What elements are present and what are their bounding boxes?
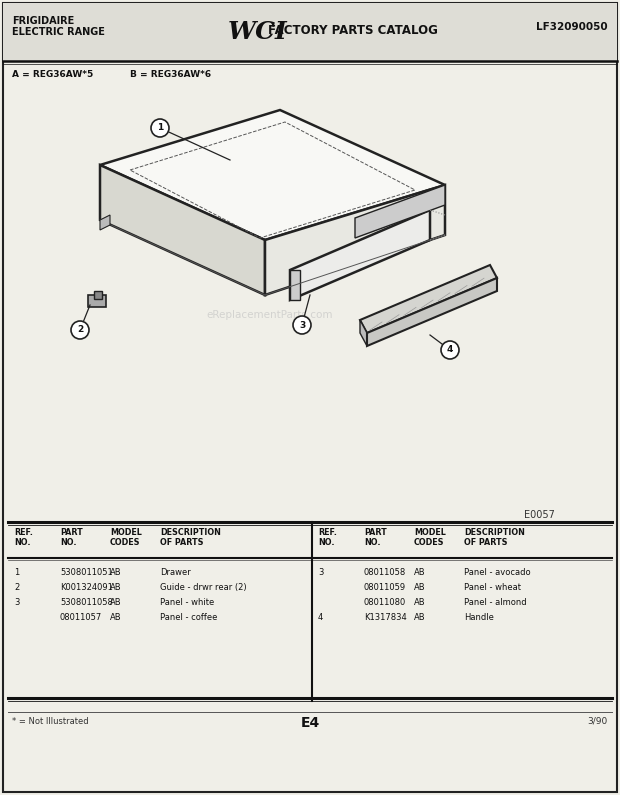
Circle shape <box>441 341 459 359</box>
Text: 3: 3 <box>318 568 324 577</box>
Text: AB: AB <box>110 613 122 622</box>
Text: AB: AB <box>414 598 425 607</box>
Circle shape <box>71 321 89 339</box>
Text: Drawer: Drawer <box>160 568 191 577</box>
Polygon shape <box>100 215 110 230</box>
Text: 2: 2 <box>14 583 19 592</box>
Text: NO.: NO. <box>14 538 30 547</box>
Text: MODEL: MODEL <box>414 528 446 537</box>
Text: FRIGIDAIRE: FRIGIDAIRE <box>12 16 74 26</box>
Text: PART: PART <box>60 528 82 537</box>
Text: 08011080: 08011080 <box>364 598 406 607</box>
Text: * = Not Illustrated: * = Not Illustrated <box>12 717 89 726</box>
Polygon shape <box>290 210 430 300</box>
Polygon shape <box>100 110 445 240</box>
Text: Guide - drwr rear (2): Guide - drwr rear (2) <box>160 583 247 592</box>
Polygon shape <box>355 185 445 238</box>
Text: AB: AB <box>110 568 122 577</box>
Text: Panel - avocado: Panel - avocado <box>464 568 531 577</box>
Text: AB: AB <box>110 598 122 607</box>
Text: 3: 3 <box>14 598 19 607</box>
Text: K001324091: K001324091 <box>60 583 113 592</box>
Polygon shape <box>360 265 497 333</box>
Text: CODES: CODES <box>110 538 141 547</box>
Text: MODEL: MODEL <box>110 528 142 537</box>
Text: DESCRIPTION: DESCRIPTION <box>160 528 221 537</box>
Text: NO.: NO. <box>364 538 381 547</box>
Circle shape <box>151 119 169 137</box>
Text: AB: AB <box>414 583 425 592</box>
Text: AB: AB <box>414 613 425 622</box>
Text: Panel - wheat: Panel - wheat <box>464 583 521 592</box>
Text: ELECTRIC RANGE: ELECTRIC RANGE <box>12 27 105 37</box>
Text: NO.: NO. <box>60 538 76 547</box>
Text: REF.: REF. <box>318 528 337 537</box>
Text: Panel - white: Panel - white <box>160 598 215 607</box>
Text: E4: E4 <box>300 716 320 730</box>
Circle shape <box>293 316 311 334</box>
Text: 2: 2 <box>77 325 83 335</box>
Text: CODES: CODES <box>414 538 445 547</box>
Polygon shape <box>290 270 300 300</box>
Text: 4: 4 <box>447 346 453 355</box>
Text: LF32090050: LF32090050 <box>536 22 608 32</box>
Text: eReplacementParts.com: eReplacementParts.com <box>206 310 334 320</box>
Text: K1317834: K1317834 <box>364 613 407 622</box>
Polygon shape <box>100 165 265 295</box>
Bar <box>3 3 617 61</box>
Polygon shape <box>367 278 497 346</box>
Text: 08011058: 08011058 <box>364 568 406 577</box>
Text: 1: 1 <box>157 123 163 133</box>
Text: DESCRIPTION: DESCRIPTION <box>464 528 525 537</box>
Text: B = REG36AW*6: B = REG36AW*6 <box>130 70 211 79</box>
Text: 5308011058: 5308011058 <box>60 598 113 607</box>
Text: 1: 1 <box>14 568 19 577</box>
Text: OF PARTS: OF PARTS <box>160 538 203 547</box>
Text: REF.: REF. <box>14 528 33 537</box>
Polygon shape <box>265 185 445 295</box>
Text: A = REG36AW*5: A = REG36AW*5 <box>12 70 93 79</box>
Polygon shape <box>94 291 102 299</box>
Text: PART: PART <box>364 528 387 537</box>
Text: FACTORY PARTS CATALOG: FACTORY PARTS CATALOG <box>268 24 438 37</box>
Text: 5308011051: 5308011051 <box>60 568 113 577</box>
Text: 08011057: 08011057 <box>60 613 102 622</box>
Text: AB: AB <box>110 583 122 592</box>
Text: NO.: NO. <box>318 538 335 547</box>
Text: Panel - almond: Panel - almond <box>464 598 526 607</box>
Text: 4: 4 <box>318 613 323 622</box>
Text: Handle: Handle <box>464 613 494 622</box>
Text: Panel - coffee: Panel - coffee <box>160 613 218 622</box>
Polygon shape <box>360 320 367 346</box>
Text: OF PARTS: OF PARTS <box>464 538 508 547</box>
Text: 3: 3 <box>299 320 305 329</box>
Text: 3/90: 3/90 <box>588 717 608 726</box>
Text: E0057: E0057 <box>524 510 555 520</box>
Polygon shape <box>88 295 106 307</box>
Text: 08011059: 08011059 <box>364 583 406 592</box>
Text: AB: AB <box>414 568 425 577</box>
Text: WCI: WCI <box>228 20 288 44</box>
